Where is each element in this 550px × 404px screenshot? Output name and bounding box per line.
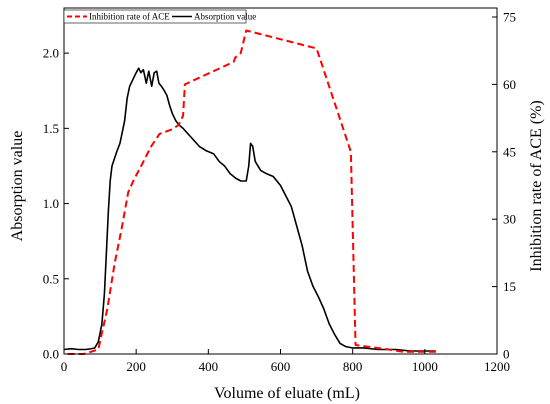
legend: Inhibition rate of ACE Absorption value	[63, 9, 256, 24]
y-left-tick-label: 1.5	[43, 121, 59, 136]
x-tick-label: 200	[126, 359, 146, 374]
y-right-tick-label: 45	[503, 144, 516, 159]
series-layer	[63, 29, 440, 355]
y-right-tick-label: 0	[503, 347, 510, 362]
x-tick-label: 400	[199, 359, 219, 374]
x-tick-label: 0	[61, 359, 68, 374]
legend-label-absorption: Absorption value	[194, 12, 256, 22]
legend-label-inhibition: Inhibition rate of ACE	[89, 12, 170, 22]
x-tick-label: 1200	[484, 359, 510, 374]
x-tick-label: 800	[343, 359, 363, 374]
x-axis-ticks: 0 200 400 600 800 1000 1200	[61, 349, 510, 374]
x-axis-title: Volume of eluate (mL)	[214, 385, 360, 402]
y-right-tick-label: 75	[503, 9, 516, 24]
x-tick-label: 600	[271, 359, 291, 374]
y-left-tick-label: 0.0	[43, 347, 59, 362]
y-left-tick-label: 2.0	[43, 46, 59, 61]
series-line-absorption	[63, 67, 436, 352]
x-tick-label: 1000	[412, 359, 438, 374]
y-left-axis-title: Absorption value	[9, 131, 26, 242]
y-right-tick-label: 30	[503, 212, 516, 227]
y-left-axis-ticks: 0.0 0.5 1.0 1.5 2.0	[43, 46, 69, 362]
y-left-tick-label: 0.5	[43, 271, 59, 286]
plot-frame	[63, 7, 498, 355]
legend-box	[63, 9, 247, 24]
y-right-tick-label: 15	[503, 279, 516, 294]
series-line-inhibition	[67, 29, 440, 355]
y-left-tick-label: 1.0	[43, 196, 59, 211]
y-right-axis-title: Inhibition rate of ACE (%)	[528, 100, 545, 272]
y-right-axis-ticks: 0 15 30 45 60 75	[492, 9, 516, 362]
y-right-tick-label: 60	[503, 77, 516, 92]
